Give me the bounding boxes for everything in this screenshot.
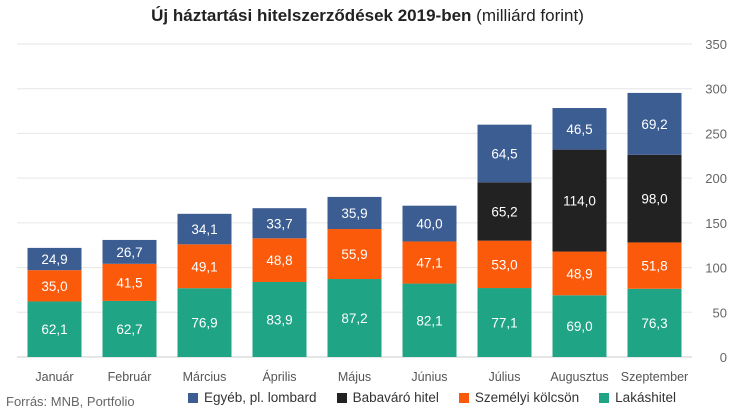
bar-segment	[27, 301, 82, 357]
bar-segment	[327, 279, 382, 357]
data-label: 62,1	[41, 322, 67, 337]
data-label: 40,0	[416, 217, 442, 232]
x-tick-label: Augusztus	[550, 370, 608, 384]
legend-item: Babaváró hitel	[336, 390, 439, 405]
bar-segment	[177, 213, 232, 245]
data-label: 49,1	[191, 259, 217, 274]
data-label: 69,2	[641, 117, 667, 132]
bar-segment	[477, 124, 532, 183]
data-label: 77,1	[491, 316, 517, 331]
legend-swatch	[458, 392, 469, 403]
data-label: 114,0	[563, 194, 596, 209]
legend-swatch	[599, 392, 610, 403]
data-label: 69,0	[566, 319, 592, 334]
bar-segment	[477, 240, 532, 289]
chart-subtitle: (milliárd forint)	[476, 6, 584, 25]
chart-legend: Egyéb, pl. lombard Babaváró hitel Személyi…	[188, 390, 696, 405]
legend-swatch	[336, 392, 347, 403]
legend-label: Babaváró hitel	[352, 390, 439, 405]
bar-segment	[102, 300, 157, 357]
bar-segment	[177, 288, 232, 357]
bar-segment	[327, 229, 382, 280]
x-tick-label: Május	[338, 370, 371, 384]
y-tick-label: 200	[705, 171, 727, 186]
bar-segment	[477, 182, 532, 241]
legend-item: Egyéb, pl. lombard	[188, 390, 317, 405]
data-label: 41,5	[116, 275, 142, 290]
y-tick-label: 50	[713, 305, 727, 320]
bar-segment	[27, 247, 82, 271]
bar-segment	[552, 149, 607, 252]
legend-item: Személyi kölcsön	[458, 390, 580, 405]
bar-segment	[402, 205, 457, 242]
legend-label: Egyéb, pl. lombard	[204, 390, 317, 405]
bar-segment	[627, 154, 682, 243]
bar-segment	[552, 295, 607, 357]
legend-label: Lakáshitel	[615, 390, 676, 405]
data-label: 87,2	[341, 311, 367, 326]
data-label: 48,8	[266, 253, 292, 268]
bar-segment	[627, 242, 682, 289]
data-label: 53,0	[491, 257, 517, 272]
bar-segment	[252, 281, 307, 357]
data-label: 33,7	[266, 216, 292, 231]
legend-label: Személyi kölcsön	[474, 390, 580, 405]
x-tick-label: Január	[35, 370, 73, 384]
bar-segment	[27, 270, 82, 302]
data-label: 62,7	[116, 322, 142, 337]
y-tick-label: 300	[705, 82, 727, 97]
bar-segment	[627, 92, 682, 155]
bar-segment	[102, 263, 157, 301]
x-tick-label: Július	[489, 370, 521, 384]
y-tick-label: 250	[705, 126, 727, 141]
y-tick-label: 150	[705, 216, 727, 231]
data-label: 65,2	[491, 204, 517, 219]
y-tick-label: 0	[720, 350, 727, 365]
x-tick-label: Június	[411, 370, 447, 384]
bar-segment	[552, 251, 607, 296]
bar-segment	[402, 283, 457, 357]
data-label: 55,9	[341, 247, 367, 262]
data-label: 64,5	[491, 147, 517, 162]
data-label: 76,3	[641, 316, 667, 331]
data-label: 82,1	[416, 313, 442, 328]
bar-segment	[102, 239, 157, 264]
chart-title-block: Új háztartási hitelszerződések 2019-ben …	[0, 6, 735, 26]
legend-swatch	[188, 392, 198, 403]
data-label: 47,1	[416, 256, 442, 271]
bar-segment	[477, 288, 532, 357]
data-label: 24,9	[41, 252, 67, 267]
bar-segment	[552, 108, 607, 150]
data-label: 83,9	[266, 312, 292, 327]
x-tick-label: Február	[108, 370, 152, 384]
data-label: 35,0	[41, 279, 67, 294]
bar-segment	[627, 288, 682, 357]
x-tick-label: Szeptember	[621, 370, 688, 384]
bar-segment	[252, 238, 307, 282]
bar-segment	[252, 208, 307, 239]
data-label: 26,7	[116, 245, 142, 260]
y-tick-label: 350	[705, 37, 727, 52]
y-tick-label: 100	[705, 261, 727, 276]
data-label: 34,1	[191, 222, 217, 237]
data-label: 48,9	[566, 266, 592, 281]
data-label: 51,8	[641, 259, 667, 274]
data-label: 98,0	[641, 192, 667, 207]
data-label: 35,9	[341, 206, 367, 221]
chart-title: Új háztartási hitelszerződések 2019-ben	[151, 6, 472, 25]
source-note: Forrás: MNB, Portfolio	[6, 394, 135, 409]
bar-segment	[327, 196, 382, 230]
x-tick-label: Március	[183, 370, 227, 384]
data-label: 46,5	[566, 122, 592, 137]
data-label: 76,9	[191, 316, 217, 331]
bar-segment	[402, 241, 457, 284]
legend-item: Lakáshitel	[599, 390, 676, 405]
x-tick-label: Április	[262, 369, 296, 384]
bar-segment	[177, 244, 232, 289]
